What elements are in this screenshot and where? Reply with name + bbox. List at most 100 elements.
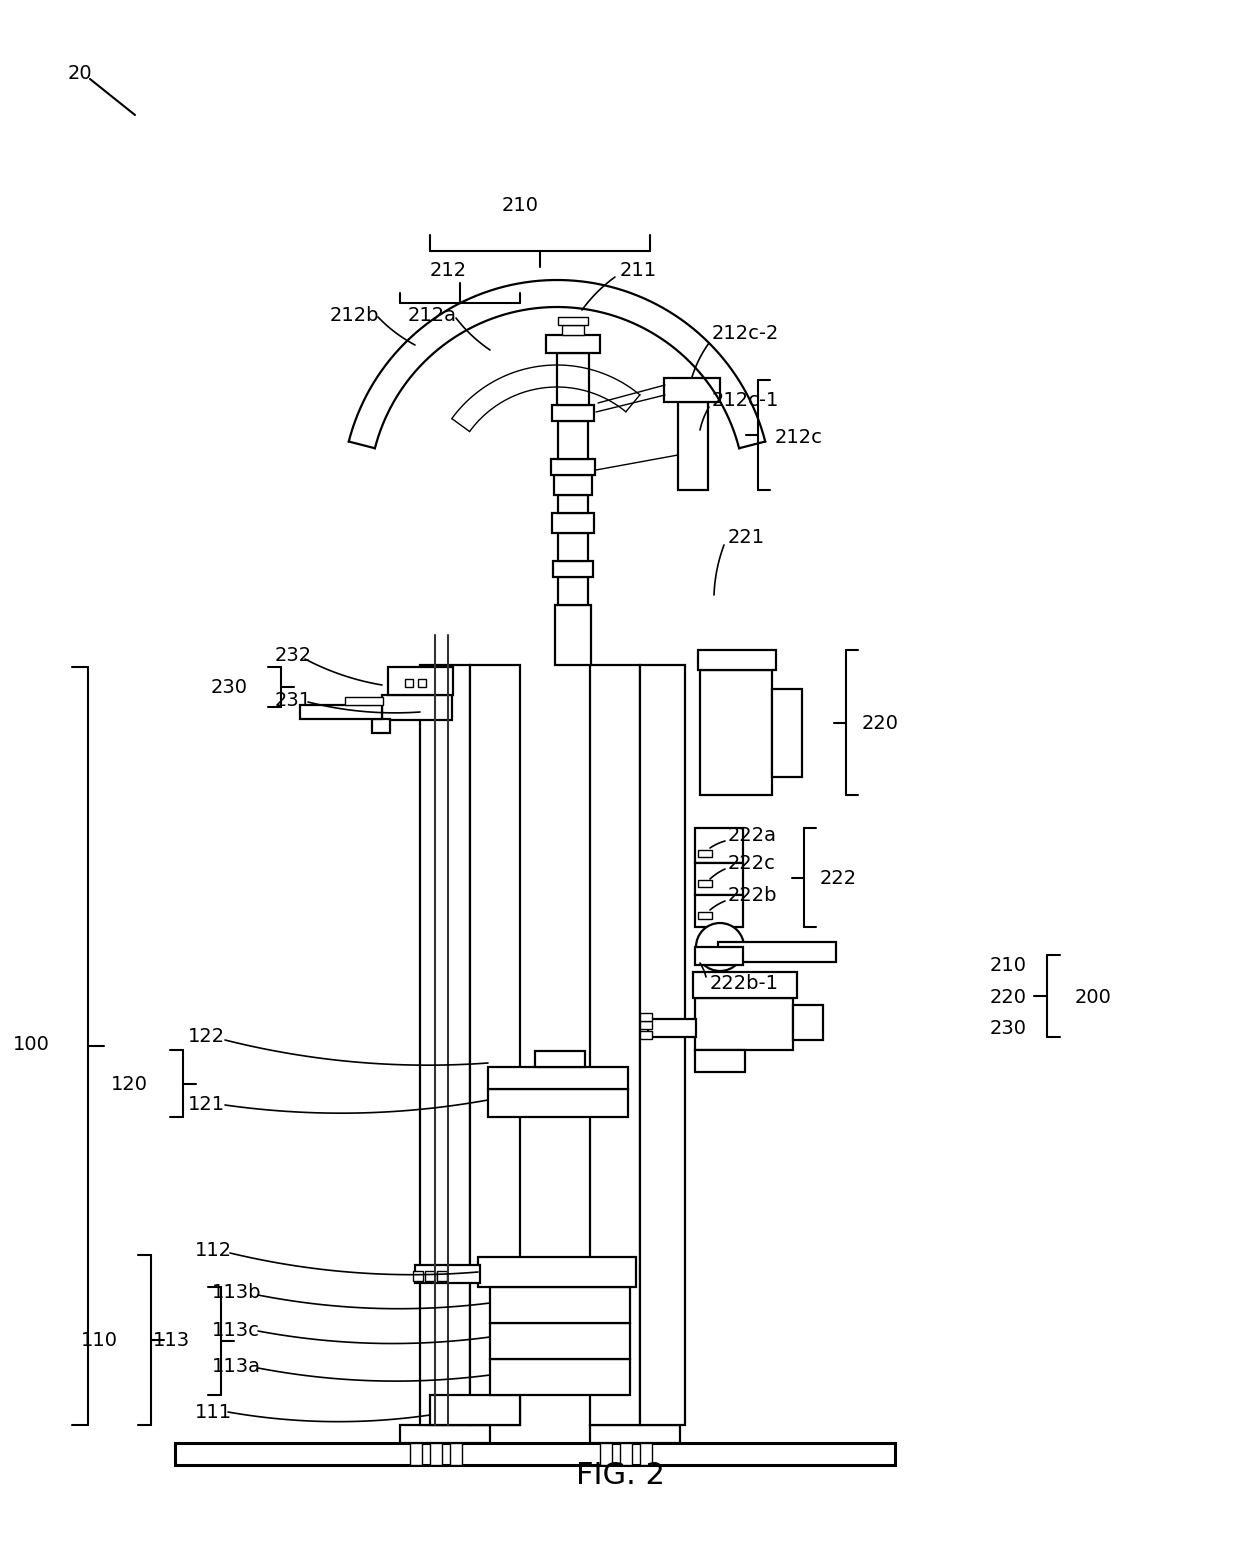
Bar (640, 1443, 652, 1465)
Bar (640, 666, 684, 1424)
Bar (694, 863, 743, 896)
Text: 220: 220 (862, 714, 899, 732)
Text: 221: 221 (728, 527, 765, 546)
Bar (794, 1005, 823, 1040)
Bar (558, 533, 588, 561)
Bar (620, 1443, 632, 1465)
Bar (590, 1424, 680, 1443)
Bar (534, 1051, 585, 1067)
Bar (553, 561, 593, 577)
Text: 110: 110 (81, 1331, 118, 1350)
Bar (490, 1359, 630, 1395)
Text: 222b: 222b (728, 885, 777, 905)
Bar (698, 650, 776, 670)
Text: 222a: 222a (728, 826, 777, 844)
Text: 212c: 212c (775, 428, 823, 446)
Bar (430, 1395, 520, 1424)
Text: 210: 210 (990, 955, 1027, 975)
Bar (600, 1443, 613, 1465)
Text: 211: 211 (620, 261, 657, 280)
Bar (175, 1443, 895, 1465)
Text: 212b: 212b (330, 305, 379, 325)
Bar (401, 1424, 490, 1443)
Bar (430, 1443, 441, 1465)
Bar (405, 680, 413, 687)
Bar (558, 317, 588, 325)
Text: 100: 100 (14, 1036, 50, 1054)
Bar (490, 1288, 630, 1323)
Text: 232: 232 (275, 645, 312, 664)
Bar (415, 1266, 480, 1283)
Text: 212a: 212a (408, 305, 458, 325)
Bar (546, 334, 600, 353)
Text: 222b-1: 222b-1 (711, 973, 779, 992)
Bar (450, 1443, 463, 1465)
Text: 113: 113 (153, 1331, 190, 1350)
Bar (490, 1323, 630, 1359)
Bar (694, 998, 794, 1050)
Bar (649, 1019, 696, 1037)
Bar (489, 1088, 627, 1116)
Bar (410, 1443, 422, 1465)
Bar (562, 325, 584, 334)
Text: 120: 120 (112, 1075, 148, 1093)
Text: 20: 20 (68, 64, 93, 82)
Bar (640, 1012, 652, 1022)
Bar (557, 353, 589, 404)
Text: FIG. 2: FIG. 2 (575, 1460, 665, 1490)
Bar (436, 1270, 446, 1281)
Bar (558, 577, 588, 605)
Bar (694, 947, 743, 966)
Bar (552, 513, 594, 533)
Text: 222c: 222c (728, 854, 776, 872)
Bar (701, 670, 773, 795)
Bar (556, 605, 591, 666)
Bar (554, 474, 591, 494)
Text: 212: 212 (429, 261, 466, 280)
Text: 112: 112 (195, 1241, 232, 1260)
Text: 122: 122 (188, 1028, 226, 1047)
Text: 231: 231 (275, 690, 312, 709)
Bar (693, 972, 797, 998)
Bar (640, 1022, 652, 1029)
Bar (694, 827, 743, 863)
Bar (698, 911, 712, 919)
Bar (694, 896, 743, 927)
Text: 230: 230 (990, 1020, 1027, 1039)
Text: 113a: 113a (212, 1358, 260, 1376)
Bar (489, 1067, 627, 1088)
Bar (420, 666, 470, 1424)
Bar (372, 718, 391, 732)
Bar (388, 667, 453, 695)
Bar (382, 695, 453, 720)
Bar (678, 403, 708, 490)
Bar (551, 459, 595, 474)
Text: 222: 222 (820, 869, 857, 888)
Text: 220: 220 (990, 987, 1027, 1006)
Bar (418, 680, 427, 687)
Bar (640, 1031, 652, 1039)
Bar (558, 494, 588, 513)
Text: 230: 230 (211, 678, 248, 697)
Bar (552, 404, 594, 421)
Text: 210: 210 (501, 196, 538, 215)
Bar (773, 689, 802, 778)
Bar (663, 378, 720, 403)
Text: 212c-1: 212c-1 (712, 390, 780, 409)
Bar (470, 666, 520, 1424)
Bar (413, 1270, 423, 1281)
Bar (694, 1050, 745, 1071)
Bar (718, 942, 836, 963)
Text: 111: 111 (195, 1403, 232, 1421)
Bar (558, 421, 588, 459)
Bar (477, 1256, 636, 1288)
Bar (345, 697, 383, 704)
Text: 212c-2: 212c-2 (712, 323, 780, 342)
Bar (300, 704, 382, 718)
Text: 113b: 113b (212, 1283, 262, 1303)
Bar (698, 880, 712, 886)
Bar (698, 851, 712, 857)
Text: 200: 200 (1075, 987, 1112, 1006)
Circle shape (696, 924, 744, 970)
Text: 113c: 113c (212, 1320, 260, 1339)
